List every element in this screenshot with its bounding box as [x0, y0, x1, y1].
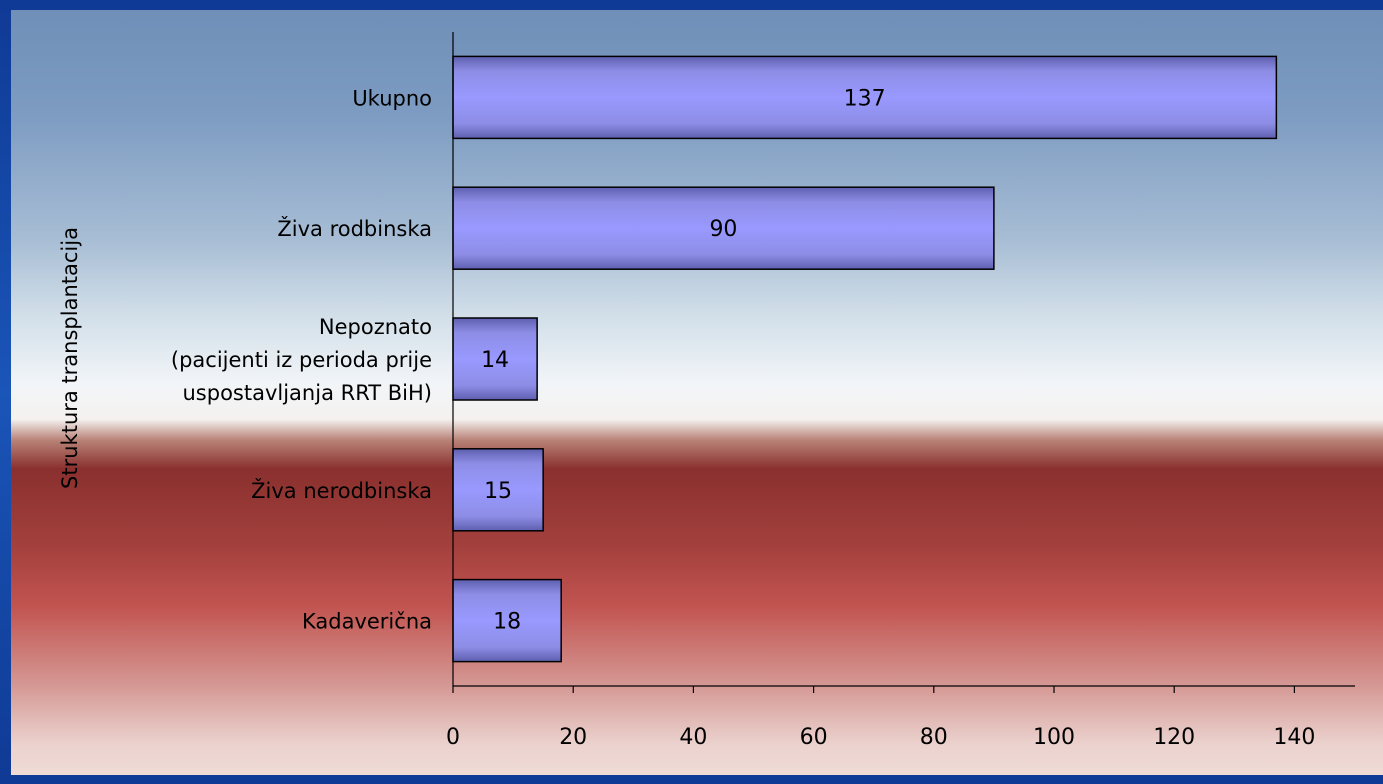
x-tick-label-140: 140	[1273, 725, 1315, 750]
x-tick-label-60: 60	[800, 725, 828, 750]
data-label-3: 14	[481, 348, 509, 373]
category-label-2: Živa rodbinska	[277, 216, 432, 241]
category-label-4: Živa nerodbinska	[251, 478, 432, 503]
category-label-3-line-2: (pacijenti iz perioda prije	[171, 348, 432, 372]
x-tick-label-40: 40	[679, 725, 707, 750]
category-label-5: Kadaverična	[302, 610, 432, 634]
y-axis-title: Struktura transplantacija	[58, 227, 82, 489]
x-tick-label-100: 100	[1033, 725, 1075, 750]
bar-1	[452, 55, 1278, 140]
bars	[452, 55, 1278, 663]
bar-2	[452, 186, 995, 270]
data-label-1: 137	[844, 86, 886, 111]
axes	[452, 32, 1355, 693]
bar-4	[452, 448, 544, 532]
data-label-4: 15	[484, 479, 512, 504]
data-label-2: 90	[709, 217, 737, 242]
labels: 137 Ukupno 90 Živa rodbinska 14 Nepoznato (pac…	[171, 86, 1316, 750]
category-label-3-line-3: uspostavljanja RRT BiH)	[182, 381, 432, 405]
x-tick-label-80: 80	[920, 725, 948, 750]
category-label-3-line-1: Nepoznato	[319, 315, 432, 339]
bar-5	[452, 578, 562, 663]
x-tick-label-20: 20	[559, 725, 587, 750]
x-tick-label-120: 120	[1153, 725, 1195, 750]
bar-3	[452, 317, 538, 401]
data-label-5: 18	[493, 610, 521, 635]
x-tick-label-0: 0	[446, 725, 460, 750]
category-label-1: Ukupno	[352, 86, 432, 110]
